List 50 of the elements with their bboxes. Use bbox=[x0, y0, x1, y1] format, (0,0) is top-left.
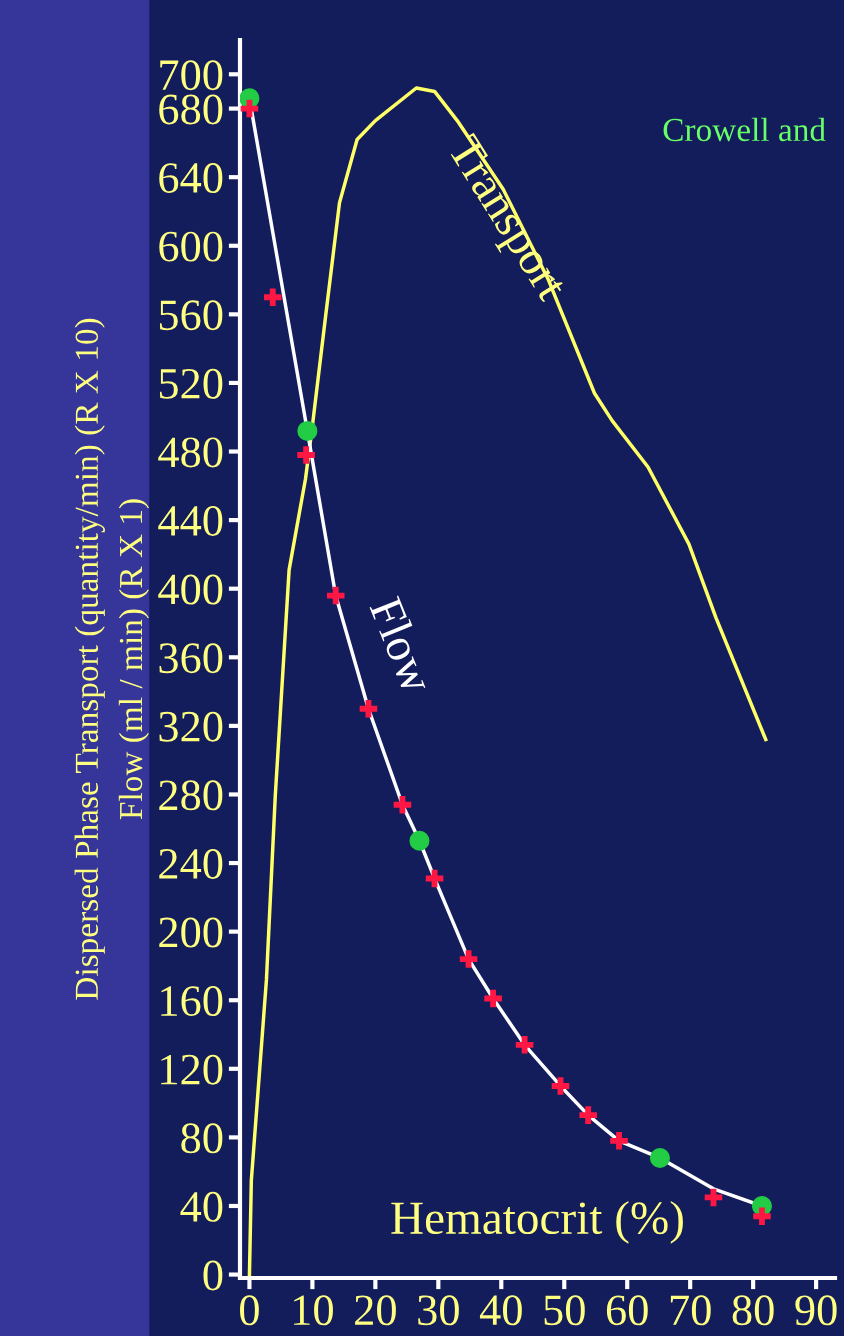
point bbox=[610, 1132, 628, 1150]
x-tick-label: 80 bbox=[732, 1295, 774, 1326]
point bbox=[297, 420, 318, 441]
y-tick-label: 0 bbox=[203, 1260, 223, 1291]
x-tick-label: 10 bbox=[294, 1295, 333, 1326]
point bbox=[263, 288, 282, 306]
point bbox=[409, 830, 430, 851]
x-tick-label: 40 bbox=[479, 1295, 522, 1326]
annotation: Flow bbox=[369, 594, 436, 696]
y-tick-label: 360 bbox=[159, 643, 223, 674]
y-tick-label: 560 bbox=[159, 300, 223, 331]
point bbox=[649, 1147, 670, 1168]
y-axis-title: Dispersed Phase Transport (quantity/min) (R X 10) Flow (ml / min) (R X 1) bbox=[74, 318, 150, 1000]
point bbox=[515, 1036, 534, 1054]
x-tick-label: 60 bbox=[606, 1295, 648, 1326]
point bbox=[326, 586, 345, 605]
y-tick-label: 280 bbox=[159, 780, 223, 811]
y-tick-label: 480 bbox=[158, 437, 223, 468]
y-tick-label: 160 bbox=[161, 986, 223, 1017]
y-tick-label: 520 bbox=[159, 368, 223, 399]
y-tick-label: 600 bbox=[159, 231, 223, 262]
y-tick-label: 640 bbox=[159, 163, 223, 194]
point bbox=[551, 1077, 570, 1095]
y-tick-label: 320 bbox=[159, 711, 223, 742]
point bbox=[459, 950, 478, 968]
point bbox=[484, 989, 502, 1008]
point bbox=[753, 1207, 771, 1226]
y-tick-label: 680 bbox=[159, 94, 223, 125]
x-tick-label: 50 bbox=[544, 1295, 585, 1326]
y-tick-label: 440 bbox=[158, 505, 223, 536]
y-tick-label: 240 bbox=[159, 848, 223, 879]
y-tick-label: 400 bbox=[158, 574, 223, 605]
point bbox=[240, 99, 259, 118]
x-tick-label: 30 bbox=[418, 1295, 459, 1326]
annotation: Crowell and bbox=[663, 117, 826, 142]
x-tick-label: 0 bbox=[240, 1295, 259, 1326]
point bbox=[393, 795, 412, 814]
x-axis-title: Hematocrit (%) bbox=[391, 1200, 683, 1244]
y-tick-label: 120 bbox=[161, 1054, 223, 1085]
point bbox=[359, 699, 378, 718]
point bbox=[297, 446, 315, 464]
y-tick-label: 700 bbox=[160, 60, 223, 91]
point bbox=[704, 1188, 723, 1207]
x-tick-label: 70 bbox=[670, 1295, 711, 1326]
x-tick-label: 90 bbox=[795, 1295, 837, 1326]
point bbox=[579, 1106, 597, 1124]
y-tick-label: 80 bbox=[181, 1123, 223, 1154]
y-tick-label: 200 bbox=[159, 917, 223, 948]
y-tick-label: 40 bbox=[180, 1191, 223, 1222]
x-tick-label: 20 bbox=[355, 1295, 396, 1326]
